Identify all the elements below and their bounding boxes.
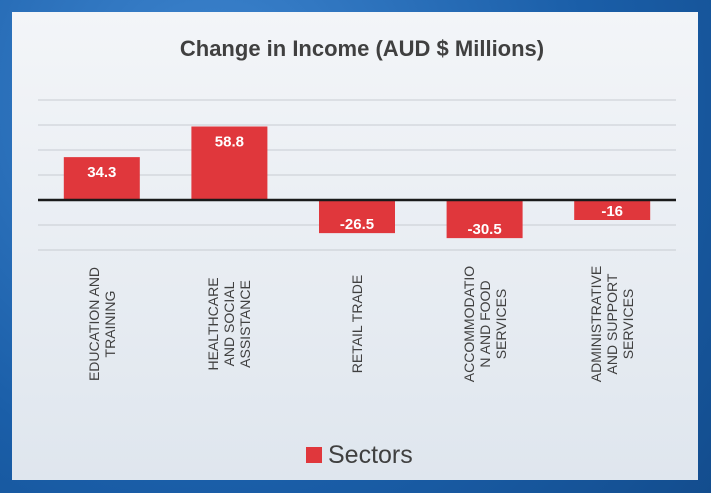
- data-label: -30.5: [467, 221, 501, 238]
- x-tick-label: ADMINISTRATIVE AND SUPPORT SERVICES: [588, 265, 637, 383]
- data-label: 58.8: [215, 133, 244, 150]
- legend: Sectors: [296, 436, 423, 474]
- x-tick-label: EDUCATION AND TRAINING: [85, 266, 118, 382]
- legend-swatch: [306, 447, 322, 463]
- data-label: -26.5: [340, 216, 374, 233]
- legend-label: Sectors: [328, 440, 413, 469]
- x-tick-label: HEALTHCARE AND SOCIAL ASSISTANCE: [205, 277, 254, 371]
- chart-title: Change in Income (AUD $ Millions): [180, 36, 544, 61]
- bar: [446, 200, 523, 239]
- bar: [574, 200, 651, 220]
- data-label: -16: [601, 203, 623, 220]
- bar: [63, 157, 140, 200]
- data-label: 34.3: [87, 164, 116, 181]
- x-tick-label: ACCOMMODATION AND FOOD SERVICES: [460, 265, 509, 383]
- chart-panel: [12, 12, 698, 480]
- bar: [319, 200, 395, 234]
- x-tick-label: RETAIL TRADE: [349, 274, 365, 374]
- bar: [191, 126, 268, 200]
